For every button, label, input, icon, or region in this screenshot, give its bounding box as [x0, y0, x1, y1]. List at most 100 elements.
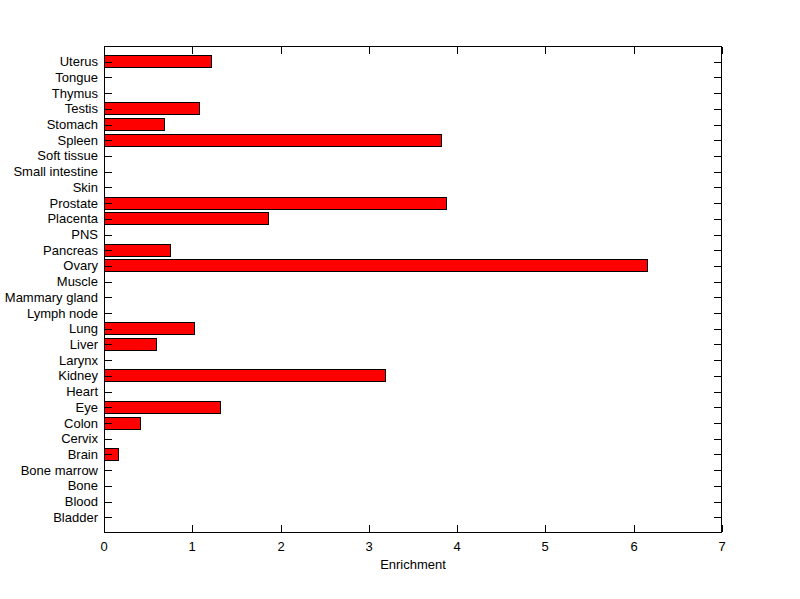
- y-tick-label: Tongue: [55, 71, 98, 84]
- y-tick-label: Lung: [69, 322, 98, 335]
- y-tick-label: Ovary: [63, 259, 98, 272]
- y-tick-label: Pancreas: [43, 244, 98, 257]
- plot-box: [104, 46, 722, 533]
- tick-mark: [457, 525, 458, 532]
- y-tick-label: Brain: [68, 448, 98, 461]
- tick-mark: [714, 517, 721, 518]
- tick-mark: [714, 172, 721, 173]
- y-tick-label: Cervix: [61, 432, 98, 445]
- tick-mark: [105, 282, 112, 283]
- tick-mark: [105, 187, 112, 188]
- y-tick-label: Uterus: [60, 55, 98, 68]
- tick-mark: [714, 140, 721, 141]
- y-tick-label: Skin: [73, 181, 98, 194]
- tick-mark: [714, 454, 721, 455]
- tick-mark: [105, 360, 112, 361]
- y-tick-label: Heart: [66, 385, 98, 398]
- x-axis-label: Enrichment: [313, 558, 513, 572]
- y-tick-label: Kidney: [58, 369, 98, 382]
- x-tick-label: 3: [349, 540, 389, 553]
- tick-mark: [714, 250, 721, 251]
- tick-mark: [105, 439, 112, 440]
- tick-mark: [105, 140, 112, 141]
- y-tick-label: PNS: [71, 228, 98, 241]
- tick-mark: [105, 486, 112, 487]
- y-tick-label: Bone: [68, 479, 98, 492]
- tick-mark: [714, 423, 721, 424]
- y-tick-label: Soft tissue: [37, 149, 98, 162]
- tick-mark: [105, 407, 112, 408]
- tick-mark: [104, 525, 105, 532]
- tick-mark: [281, 47, 282, 54]
- tick-mark: [369, 525, 370, 532]
- tick-mark: [105, 250, 112, 251]
- tick-mark: [105, 156, 112, 157]
- tick-mark: [714, 470, 721, 471]
- bar: [104, 118, 165, 131]
- bar: [104, 244, 171, 257]
- tick-mark: [714, 344, 721, 345]
- y-tick-label: Bladder: [53, 511, 98, 524]
- y-tick-label: Spleen: [58, 134, 98, 147]
- tick-mark: [722, 47, 723, 54]
- y-tick-label: Blood: [65, 495, 98, 508]
- tick-mark: [105, 203, 112, 204]
- tick-mark: [105, 329, 112, 330]
- tick-mark: [714, 439, 721, 440]
- tick-mark: [192, 525, 193, 532]
- tick-mark: [634, 47, 635, 54]
- y-tick-label: Thymus: [52, 87, 98, 100]
- y-tick-label: Larynx: [59, 354, 98, 367]
- y-tick-label: Stomach: [47, 118, 98, 131]
- tick-mark: [714, 266, 721, 267]
- tick-mark: [714, 156, 721, 157]
- x-tick-label: 0: [84, 540, 124, 553]
- tick-mark: [714, 235, 721, 236]
- tick-mark: [105, 392, 112, 393]
- tick-mark: [105, 109, 112, 110]
- tick-mark: [105, 235, 112, 236]
- bar: [104, 134, 442, 147]
- tick-mark: [545, 47, 546, 54]
- tick-mark: [634, 525, 635, 532]
- tick-mark: [105, 454, 112, 455]
- tick-mark: [714, 360, 721, 361]
- tick-mark: [714, 77, 721, 78]
- tick-mark: [105, 502, 112, 503]
- tick-mark: [722, 525, 723, 532]
- tick-mark: [105, 77, 112, 78]
- bar: [104, 102, 200, 115]
- tick-mark: [105, 172, 112, 173]
- y-tick-label: Bone marrow: [21, 464, 98, 477]
- bar: [104, 212, 269, 225]
- tick-mark: [714, 109, 721, 110]
- bar: [104, 401, 221, 414]
- y-tick-label: Liver: [70, 338, 98, 351]
- tick-mark: [105, 62, 112, 63]
- y-tick-label: Lymph node: [27, 307, 98, 320]
- tick-mark: [281, 525, 282, 532]
- x-tick-label: 7: [702, 540, 742, 553]
- tick-mark: [104, 47, 105, 54]
- tick-mark: [714, 407, 721, 408]
- bar: [104, 322, 195, 335]
- tick-mark: [105, 470, 112, 471]
- tick-mark: [545, 525, 546, 532]
- tick-mark: [714, 329, 721, 330]
- bar: [104, 369, 386, 382]
- tick-mark: [714, 125, 721, 126]
- tick-mark: [105, 313, 112, 314]
- x-tick-label: 4: [437, 540, 477, 553]
- x-tick-label: 6: [614, 540, 654, 553]
- tick-mark: [105, 344, 112, 345]
- x-tick-label: 2: [261, 540, 301, 553]
- y-tick-label: Testis: [65, 102, 98, 115]
- tick-mark: [714, 187, 721, 188]
- figure: Uterus Tongue Thymus Testis Stomach Spleen Sof…: [0, 0, 800, 599]
- tick-mark: [714, 392, 721, 393]
- tick-mark: [714, 297, 721, 298]
- tick-mark: [714, 486, 721, 487]
- y-tick-label: Mammary gland: [5, 291, 98, 304]
- y-tick-label: Eye: [76, 401, 98, 414]
- tick-mark: [714, 62, 721, 63]
